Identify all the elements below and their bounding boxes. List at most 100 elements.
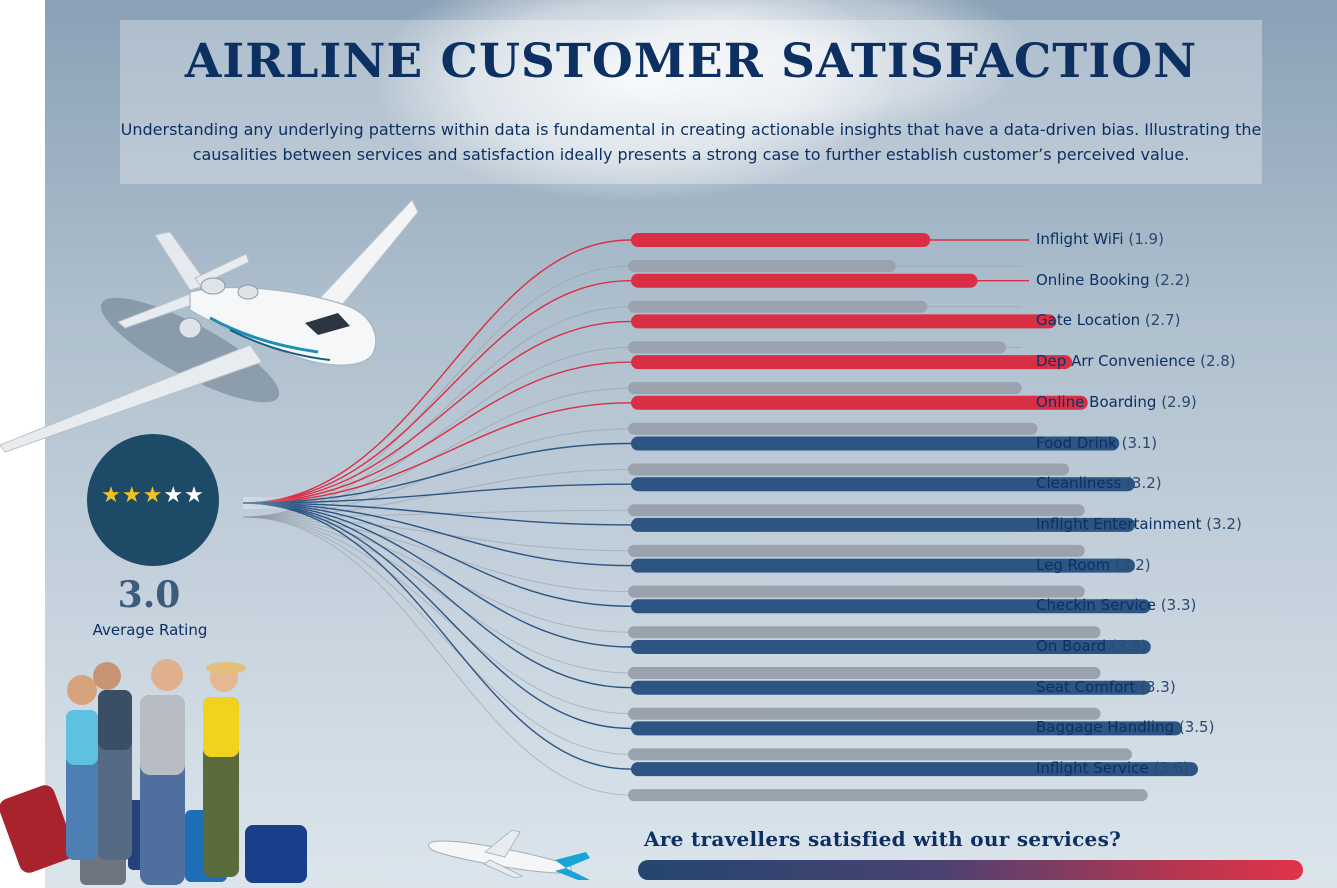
comparison-bar [628, 504, 1085, 517]
comparison-connector [242, 516, 1022, 755]
value-label: (3.5) [1174, 718, 1215, 737]
star-filled-icon: ★ [121, 483, 143, 508]
value-label: (3.2) [1110, 555, 1151, 574]
value-label: (3.3) [1135, 677, 1176, 696]
value-label: (3.3) [1106, 637, 1147, 655]
header-panel [120, 20, 1262, 184]
data-bar [631, 314, 1057, 329]
comparison-bar [628, 667, 1101, 679]
data-bar [631, 436, 1120, 451]
star-empty-icon: ★ [163, 483, 185, 508]
comparison-connector [242, 387, 1022, 518]
average-rating-label: Average Rating [92, 621, 208, 639]
comparison-bar [628, 260, 896, 272]
series-connector [242, 502, 1029, 648]
bar-label: Seat Comfort (3.3) [1036, 678, 1176, 696]
data-bar [631, 558, 1135, 573]
series-connector [242, 320, 1029, 504]
data-bar [631, 477, 1135, 492]
airplane-icon [0, 199, 419, 453]
value-label: (3.6) [1148, 759, 1189, 778]
data-bar [631, 599, 1151, 614]
data-bar [631, 640, 1151, 654]
comparison-bar [628, 748, 1132, 761]
rating-badge: ★★★★★ [87, 434, 219, 566]
value-label: (2.9) [1156, 392, 1197, 411]
bar-label: Leg Room (3.2) [1036, 556, 1151, 574]
fan-origin [243, 497, 303, 509]
comparison-connector [242, 346, 1022, 518]
category-label: Checkin Service [1036, 596, 1157, 615]
series-connector [242, 442, 1029, 504]
bar-label: Baggage Handling (3.5) [1036, 718, 1214, 736]
category-label: On Board [1036, 637, 1107, 655]
data-bar [631, 355, 1072, 370]
page-subtitle: Understanding any underlying patterns wi… [120, 120, 1262, 164]
series-connector [242, 239, 1029, 504]
category-label: Baggage Handling [1036, 718, 1175, 737]
bar-label: Dep Arr Convenience (2.8) [1036, 352, 1236, 370]
category-label: Dep Arr Convenience [1036, 352, 1196, 371]
bar-label: Checkin Service (3.3) [1036, 596, 1196, 614]
connector-lines [242, 239, 1029, 796]
value-label: (3.2) [1201, 514, 1242, 533]
data-bar [631, 395, 1088, 410]
star-empty-icon: ★ [184, 483, 205, 508]
small-airplane-icon [428, 829, 590, 880]
bars-group [628, 233, 1198, 802]
bar-label: On Board (3.3) [1036, 637, 1147, 655]
footer-question: Are travellers satisfied with our servic… [644, 827, 1122, 851]
series-connector [242, 502, 1029, 689]
value-label: (3.3) [1156, 596, 1197, 615]
data-bar [631, 233, 931, 247]
series-connector [242, 483, 1029, 504]
category-label: Inflight Entertainment [1036, 514, 1202, 533]
comparison-bar [628, 789, 1148, 802]
data-bar [631, 680, 1151, 695]
series-connector [242, 502, 1029, 770]
series-connector [242, 402, 1029, 504]
average-rating-value: 3.0 [117, 574, 181, 616]
value-label: (2.7) [1140, 311, 1181, 330]
series-connector [242, 502, 1029, 526]
comparison-bar [628, 300, 928, 313]
bar-label: Online Boarding (2.9) [1036, 393, 1197, 411]
bar-label: Food Drink (3.1) [1036, 434, 1157, 452]
category-label: Leg Room [1036, 555, 1111, 574]
comparison-bar [628, 422, 1038, 435]
series-connector [242, 280, 1029, 504]
satisfaction-gradient-bar [638, 860, 1303, 880]
comparison-bar [628, 463, 1069, 476]
category-label: Food Drink [1036, 433, 1117, 452]
comparison-bar [628, 585, 1085, 598]
star-filled-icon: ★ [142, 483, 164, 508]
comparison-connector [242, 516, 1022, 715]
cloud-decoration [605, 0, 1025, 140]
star-filled-icon: ★ [101, 483, 122, 508]
value-label: (2.2) [1149, 270, 1191, 289]
value-label: (3.1) [1116, 433, 1158, 452]
bar-label: Online Booking (2.2) [1036, 271, 1190, 289]
comparison-connector [242, 516, 1022, 796]
category-label: Online Boarding [1036, 392, 1157, 411]
comparison-bar [628, 626, 1101, 639]
series-connector [242, 502, 1029, 567]
category-label: Inflight Service [1036, 759, 1149, 778]
comparison-connector [242, 516, 1022, 674]
dashboard-background [45, 0, 1337, 888]
category-label: Seat Comfort [1036, 677, 1136, 696]
bar-label: Inflight Service (3.6) [1036, 759, 1189, 777]
bar-label: Gate Location (2.7) [1036, 311, 1180, 329]
comparison-bar [628, 341, 1006, 354]
data-bar [631, 721, 1183, 736]
bar-label: Inflight Entertainment (3.2) [1036, 515, 1242, 533]
comparison-bar [628, 707, 1101, 720]
data-bar [631, 517, 1135, 532]
value-label: (2.8) [1195, 352, 1236, 371]
value-label: (3.2) [1121, 474, 1162, 493]
data-bar [631, 762, 1198, 777]
comparison-connector [242, 516, 1022, 633]
travellers-image [0, 659, 307, 885]
comparison-bar [628, 544, 1085, 557]
